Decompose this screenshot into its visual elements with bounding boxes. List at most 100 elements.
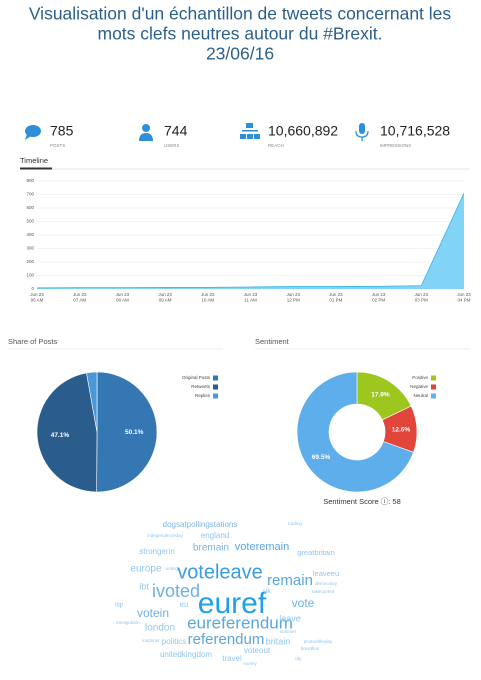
cloud-word: britain bbox=[266, 636, 291, 646]
legend-label: Positive bbox=[412, 375, 428, 380]
cloud-word: ibt bbox=[139, 581, 149, 591]
legend-label: Original Posts bbox=[182, 375, 211, 380]
cloud-word: voteout bbox=[244, 646, 271, 655]
area-line bbox=[36, 192, 465, 289]
cloud-word: takecontrol bbox=[312, 589, 334, 594]
cloud-word: voteleave bbox=[177, 561, 263, 583]
cloud-word: photooftheday bbox=[304, 639, 333, 644]
x-tick-label: 12 PM bbox=[287, 298, 300, 303]
x-tick-label: 07 AM bbox=[73, 298, 86, 303]
cloud-word: euref bbox=[198, 587, 267, 620]
cloud-word: trading bbox=[288, 521, 302, 526]
cloud-word: england bbox=[201, 531, 229, 540]
value-label: 47.1% bbox=[51, 432, 70, 439]
slice bbox=[296, 371, 414, 493]
y-tick-label: 600 bbox=[26, 205, 34, 210]
x-tick-label: Jun 23 bbox=[244, 292, 258, 297]
cloud-word: votein bbox=[137, 606, 169, 620]
x-tick-label: Jun 23 bbox=[201, 292, 215, 297]
stat-value: 10,660,892 bbox=[268, 123, 338, 139]
cloud-word: greatbritain bbox=[297, 548, 335, 557]
cloud-word: bremain bbox=[193, 543, 229, 554]
cloud-word: uk bbox=[263, 588, 271, 595]
stat-value: 10,716,528 bbox=[380, 123, 450, 139]
chart-title: Timeline bbox=[20, 156, 48, 165]
impressions-icon bbox=[355, 123, 369, 141]
x-tick-label: 11 AM bbox=[244, 298, 257, 303]
cloud-word: eu bbox=[180, 600, 189, 609]
cloud-word: unitedkingdom bbox=[160, 650, 212, 659]
cloud-word: politics bbox=[162, 637, 186, 646]
x-tick-label: Jun 23 bbox=[286, 292, 300, 297]
x-tick-label: Jun 23 bbox=[329, 292, 343, 297]
cloud-word: referendum bbox=[188, 631, 265, 648]
cloud-word: leave bbox=[279, 613, 301, 623]
cloud-word: money bbox=[243, 661, 257, 666]
cloud-word: europe bbox=[130, 564, 162, 575]
cloud-word: democracy bbox=[315, 581, 338, 586]
x-tick-label: Jun 23 bbox=[158, 292, 172, 297]
reach-icon bbox=[240, 123, 260, 139]
cloud-word: londoner bbox=[142, 638, 160, 643]
annotation: Sentiment Score ⓘ: 58 bbox=[323, 497, 401, 506]
legend-swatch bbox=[431, 393, 436, 399]
legend-swatch bbox=[431, 375, 436, 381]
cloud-word: london bbox=[145, 623, 175, 634]
value-label: 69.5% bbox=[312, 454, 331, 461]
cloud-word: immigration bbox=[116, 620, 140, 625]
chart-title: Share of Posts bbox=[8, 337, 57, 346]
legend-swatch bbox=[213, 375, 218, 381]
x-tick-label: Jun 23 bbox=[372, 292, 386, 297]
x-tick-label: 08 AM bbox=[116, 298, 129, 303]
x-tick-label: 09 AM bbox=[159, 298, 172, 303]
legend-label: Retweets bbox=[191, 384, 211, 389]
stat-label: POSTS bbox=[50, 143, 65, 148]
page-title: Visualisation d'un échantillon de tweets… bbox=[29, 4, 452, 24]
stat-icons bbox=[25, 123, 369, 141]
chart-title: Sentiment bbox=[255, 337, 290, 346]
cloud-word: vote bbox=[292, 596, 315, 610]
y-tick-label: 400 bbox=[26, 232, 34, 237]
cloud-word: remain bbox=[267, 572, 313, 589]
value-label: 12.6% bbox=[392, 427, 411, 434]
value-label: 50.1% bbox=[125, 429, 144, 436]
x-tick-label: 06 AM bbox=[31, 298, 44, 303]
y-tick-label: 300 bbox=[26, 246, 34, 251]
cloud-word: eureferendum bbox=[187, 613, 293, 632]
slice bbox=[86, 371, 98, 433]
cloud-word: ivoted bbox=[152, 581, 200, 601]
y-tick-label: 800 bbox=[26, 178, 34, 183]
cloud-word: leaveeu bbox=[313, 569, 339, 578]
legend-label: Replies bbox=[195, 393, 211, 398]
cloud-word: brexitbus bbox=[301, 646, 320, 651]
y-tick-label: 200 bbox=[26, 259, 34, 264]
cloud-word: voting bbox=[166, 566, 179, 571]
page-title: 23/06/16 bbox=[206, 44, 274, 64]
slice bbox=[96, 371, 158, 493]
y-tick-label: 500 bbox=[26, 219, 34, 224]
y-tick-label: 0 bbox=[31, 286, 34, 291]
x-tick-label: Jun 23 bbox=[457, 292, 471, 297]
stat-label: USERS bbox=[164, 143, 180, 148]
posts-icon bbox=[25, 125, 41, 140]
x-tick-label: Jun 23 bbox=[116, 292, 130, 297]
value-label: 17.9% bbox=[371, 391, 390, 398]
x-tick-label: Jun 23 bbox=[415, 292, 429, 297]
slice bbox=[36, 372, 98, 493]
y-tick-label: 700 bbox=[26, 192, 34, 197]
legend-label: Neutral bbox=[413, 393, 428, 398]
cloud-word: dogsatpollingstations bbox=[163, 520, 238, 529]
cloud-word: ttip bbox=[115, 603, 124, 609]
area bbox=[37, 193, 464, 289]
cloud-word: travel bbox=[222, 654, 242, 663]
cloud-word: voteremain bbox=[235, 541, 289, 553]
legend-swatch bbox=[213, 393, 218, 399]
cloud-word: city bbox=[295, 656, 303, 661]
legend-swatch bbox=[431, 384, 436, 390]
stat-value: 785 bbox=[50, 123, 74, 139]
stat-label: IMPRESSIONS bbox=[380, 143, 411, 148]
cloud-word: summer bbox=[280, 629, 297, 634]
page-title: mots clefs neutres autour du #Brexit. bbox=[98, 24, 383, 44]
